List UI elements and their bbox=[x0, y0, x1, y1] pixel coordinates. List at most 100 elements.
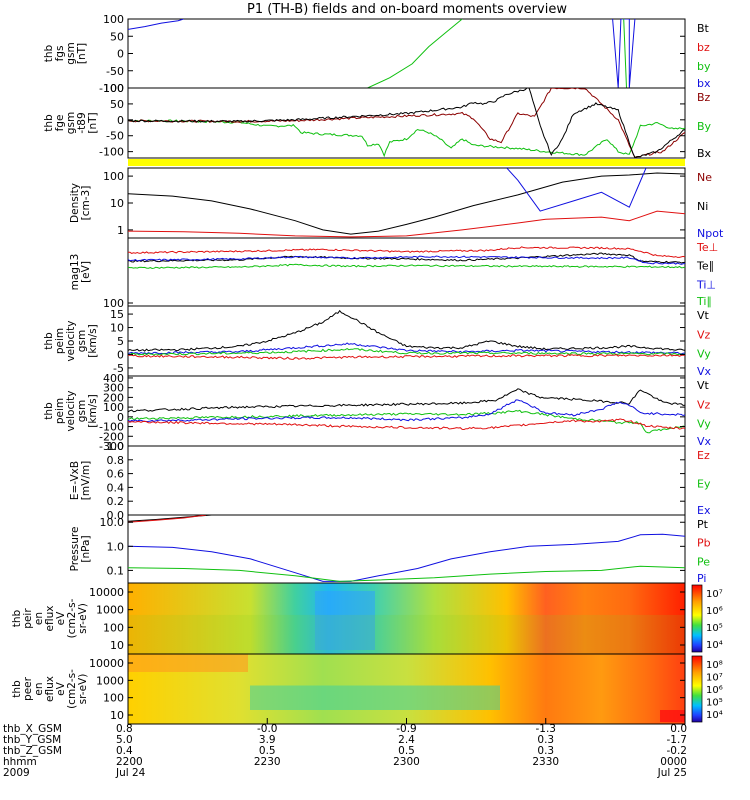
series-group-density bbox=[128, 168, 685, 238]
colorbar-tick-label: 10⁷ bbox=[706, 673, 723, 684]
y-tick-label: 10.0 bbox=[100, 516, 125, 529]
legend-label: Te⊥ bbox=[696, 241, 718, 254]
y-axis-label: [km/s] bbox=[87, 394, 99, 428]
series-line-velocity_small-0 bbox=[128, 309, 685, 352]
legend-label: Bz bbox=[697, 91, 711, 104]
series-line-fgs-0 bbox=[128, 19, 184, 30]
x-tick-label: 0.4 bbox=[116, 745, 133, 757]
legend-label: bz bbox=[697, 41, 710, 54]
y-axis-label: (cm2-s- bbox=[66, 598, 78, 638]
y-tick-label: 0.0 bbox=[107, 509, 125, 522]
x-row-label: hhmm bbox=[3, 756, 37, 768]
y-tick-label: 5 bbox=[117, 335, 124, 348]
legend-label: Vy bbox=[697, 348, 711, 361]
y-axis-label: [km/s] bbox=[87, 324, 99, 358]
y-tick-label: 10000 bbox=[89, 586, 124, 599]
series-line-velocity_large-3 bbox=[128, 418, 685, 431]
x-tick-label: -0.9 bbox=[396, 723, 417, 735]
y-axis-label: peir bbox=[22, 608, 34, 629]
y-tick-label: 300 bbox=[103, 382, 124, 395]
y-tick-label: 0.2 bbox=[107, 495, 125, 508]
y-tick-label: 100 bbox=[103, 170, 124, 183]
series-group-velocity_large bbox=[128, 388, 685, 434]
heatmap-band-peer bbox=[128, 654, 248, 672]
panel-frame-density bbox=[127, 167, 686, 239]
colorbar-peer bbox=[691, 655, 703, 723]
x-tick-label: 0.8 bbox=[116, 723, 133, 735]
series-group-velocity_small bbox=[128, 309, 685, 360]
y-tick-label: 1000 bbox=[96, 604, 124, 617]
y-tick-label: -5 bbox=[113, 362, 124, 375]
legend-label: Vy bbox=[697, 418, 711, 431]
yellow-flag-bar bbox=[128, 159, 685, 166]
y-tick-label: 100 bbox=[103, 621, 124, 634]
legend-label: Ti∥ bbox=[696, 295, 712, 308]
panel-peir: 10⁷ 10⁶ 10⁵ 10⁴ 10000 1000 100 10 thb peir en eflux… bbox=[11, 582, 723, 655]
x-tick-label: 0.5 bbox=[398, 745, 415, 757]
y-tick-label: 0.4 bbox=[107, 481, 125, 494]
y-axis-label: Density bbox=[69, 183, 81, 223]
panel-temp: Te⊥ Te∥ Ti⊥ Ti∥ 100 mag13 [eV] bbox=[69, 237, 718, 310]
y-tick-label: 1.0 bbox=[107, 540, 125, 553]
legend-label: Vt bbox=[697, 309, 710, 322]
y-tick-label: -200 bbox=[99, 430, 124, 443]
y-axis-label: [eV] bbox=[80, 261, 92, 283]
panel-density: Ne Ni Npot 100 10 1 Density [cm-3] bbox=[69, 167, 724, 240]
y-axis-label: gsm bbox=[76, 330, 88, 352]
series-group-fge bbox=[128, 88, 685, 158]
series-line-pressure-3 bbox=[128, 565, 685, 582]
panel-efield: Ez Ey Ex 1.00.80.60.40.20.0 E=-VxB [mV/m] bbox=[69, 440, 711, 522]
series-line-velocity_large-2 bbox=[128, 399, 685, 423]
colorbar-peir bbox=[691, 584, 703, 653]
series-line-density-1 bbox=[506, 168, 647, 212]
legend-label: Vx bbox=[697, 365, 712, 378]
panel-frame-fge bbox=[127, 87, 686, 159]
panel-frame-temp bbox=[127, 237, 686, 307]
legend-label: Ni bbox=[697, 200, 708, 213]
x-tick-label: 0000 bbox=[660, 756, 687, 768]
y-tick-label: 10 bbox=[110, 197, 124, 210]
legend-label: Pi bbox=[697, 572, 706, 585]
x-row-label: 2009 bbox=[3, 767, 30, 779]
y-tick-label: -100 bbox=[99, 146, 124, 159]
series-line-temp-0 bbox=[128, 246, 685, 258]
chart-title: P1 (TH-B) fields and on-board moments ov… bbox=[247, 2, 567, 17]
series-line-velocity_small-1 bbox=[128, 342, 685, 355]
y-axis-label: gsm bbox=[65, 42, 77, 64]
y-axis-label: -t89 bbox=[76, 112, 88, 133]
y-tick-label: 1 bbox=[117, 224, 124, 237]
y-axis-label: en bbox=[33, 682, 45, 695]
x-tick-label: -0.2 bbox=[667, 745, 688, 757]
panel-frame-efield bbox=[127, 445, 686, 516]
legend-label: Pb bbox=[697, 537, 711, 550]
y-axis-label: sr-eV) bbox=[77, 603, 89, 634]
y-tick-label: 1.0 bbox=[107, 440, 125, 453]
legend-label: Pt bbox=[697, 518, 709, 531]
legend-label: Ey bbox=[697, 478, 711, 491]
x-tick-label: 0.0 bbox=[670, 723, 687, 735]
y-tick-label: -100 bbox=[99, 421, 124, 434]
series-line-temp-2 bbox=[128, 255, 685, 265]
y-tick-label: 10 bbox=[110, 322, 124, 335]
legend-label: Ne bbox=[697, 171, 712, 184]
series-line-temp-3 bbox=[128, 263, 685, 270]
y-axis-label: [nT] bbox=[76, 43, 88, 64]
y-axis-label: fgs bbox=[54, 46, 66, 62]
x-tick-label: -0.0 bbox=[257, 723, 278, 735]
y-tick-label: 0 bbox=[117, 114, 124, 127]
series-line-density-2 bbox=[128, 210, 685, 238]
colorbar-tick-label: 10⁴ bbox=[706, 710, 723, 721]
y-tick-label: -50 bbox=[106, 65, 124, 78]
y-axis-label: peim bbox=[54, 398, 66, 424]
heatmap-core-peir bbox=[315, 591, 375, 650]
x-tick-label: Jul 25 bbox=[657, 767, 687, 779]
series-line-fgs-3 bbox=[623, 19, 627, 88]
y-axis-label: (cm2-s- bbox=[66, 669, 78, 709]
y-tick-label: 0 bbox=[117, 411, 124, 424]
legend-label: Vt bbox=[697, 379, 710, 392]
legend-label: by bbox=[697, 60, 711, 73]
y-tick-label: 400 bbox=[103, 372, 124, 385]
panel-pressure: Pt Pb Pe Pi 10.0 1.0 0.1 Pressure [nPa] bbox=[69, 514, 711, 585]
y-tick-label: 100 bbox=[103, 82, 124, 95]
